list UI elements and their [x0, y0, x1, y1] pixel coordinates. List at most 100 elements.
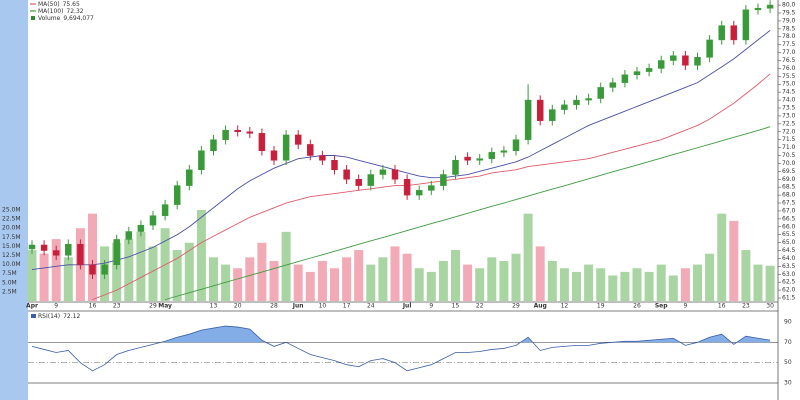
rsi-tick-label: 30 — [784, 380, 792, 387]
legend-entry: Volume 9,694,077 — [38, 15, 94, 22]
volume-bar — [305, 271, 315, 301]
volume-bar — [414, 268, 424, 301]
price-tick-label: 70.0 — [782, 160, 796, 167]
volume-bar — [402, 253, 412, 301]
price-tick-label: 77.0 — [782, 49, 796, 56]
candle-body — [585, 98, 592, 101]
volume-bar — [475, 268, 485, 301]
volume-bar — [438, 260, 448, 301]
price-tick-label: 78.5 — [782, 25, 796, 32]
candle-body — [645, 68, 653, 72]
candle-body — [355, 179, 362, 186]
moving-average-line — [31, 30, 771, 270]
volume-bar — [27, 250, 37, 301]
volume-bar — [281, 231, 291, 301]
x-tick-label: 16 — [89, 303, 97, 310]
candle-body — [270, 150, 278, 161]
candle-body — [428, 185, 435, 191]
price-tick-label: 73.0 — [782, 112, 796, 119]
price-tick-label: 75.5 — [782, 73, 796, 80]
candle-body — [173, 185, 181, 205]
candle-body — [500, 150, 508, 153]
price-tick-label: 72.0 — [782, 128, 796, 135]
candle-body — [367, 174, 375, 186]
candle-body — [52, 250, 60, 256]
x-tick-label: 10 — [319, 303, 327, 310]
candle-body — [488, 152, 496, 159]
candle-body — [282, 134, 290, 161]
x-tick-label: 23 — [742, 303, 750, 310]
volume-tick-label: 25.0M — [2, 207, 21, 214]
volume-bar — [765, 265, 775, 301]
candle-body — [149, 215, 157, 226]
candle-body — [549, 109, 556, 121]
price-tick-label: 76.0 — [782, 65, 796, 72]
volume-bar — [572, 271, 581, 301]
x-tick-label: 20 — [234, 303, 242, 310]
volume-tick-label: 15.0M — [2, 243, 21, 250]
legend-value: 72.32 — [66, 8, 83, 15]
price-tick-label: 79.0 — [782, 17, 796, 24]
volume-bar — [523, 213, 533, 301]
volume-bar — [366, 264, 376, 301]
x-tick-label: 9 — [54, 303, 58, 310]
volume-bar — [693, 264, 702, 301]
price-tick-label: 70.5 — [782, 152, 796, 159]
candle-body — [258, 133, 266, 152]
volume-tick-label: 5.0M — [2, 279, 17, 286]
candle-body — [440, 174, 447, 186]
candle-body — [597, 87, 604, 99]
volume-bar — [330, 268, 339, 301]
legend-value: 75.65 — [63, 1, 80, 8]
volume-bar — [378, 257, 388, 301]
x-tick-label: Sep — [655, 303, 668, 310]
volume-bar — [753, 264, 763, 301]
rsi-tick-label: 70 — [784, 339, 792, 346]
volume-bar — [63, 257, 73, 301]
candle-body — [89, 264, 96, 275]
volume-bar — [112, 242, 122, 301]
price-tick-label: 68.5 — [782, 184, 796, 191]
volume-bar — [644, 271, 654, 301]
x-tick-label: 12 — [561, 303, 569, 310]
candle-body — [464, 156, 471, 161]
price-tick-label: 69.5 — [782, 168, 796, 175]
price-tick-label: 71.0 — [782, 144, 796, 151]
candle-body — [766, 4, 774, 9]
volume-bar — [172, 250, 182, 301]
x-tick-label: 24 — [367, 303, 375, 310]
candle-body — [670, 55, 677, 61]
candle-body — [319, 155, 326, 161]
volume-bar — [487, 257, 497, 301]
candle-body — [210, 139, 217, 152]
volume-bar — [293, 264, 303, 301]
volume-tick-label: 17.5M — [2, 234, 21, 241]
price-tick-label: 77.5 — [782, 41, 796, 48]
price-tick-label: 65.0 — [782, 239, 796, 246]
candle-body — [331, 160, 338, 171]
legend-entry: MA(100) 72.32 — [38, 8, 84, 15]
price-tick-label: 72.5 — [782, 120, 796, 127]
volume-bar — [463, 264, 473, 301]
candle-body — [186, 169, 193, 186]
volume-bar — [451, 250, 460, 301]
candle-body — [403, 179, 411, 196]
x-tick-label: 29 — [512, 303, 520, 310]
rsi-line — [31, 325, 771, 372]
candle-body — [222, 129, 229, 140]
price-tick-label: 63.5 — [782, 263, 796, 270]
volume-tick-label: 20.0M — [2, 225, 21, 232]
candle-body — [101, 264, 108, 275]
volume-bar — [656, 264, 666, 301]
candle-body — [379, 169, 387, 175]
candle-body — [524, 99, 532, 140]
x-tick-label: Jun — [292, 303, 304, 310]
legend-name: MA(50) — [38, 1, 60, 8]
price-tick-label: 61.5 — [782, 295, 796, 302]
candle-body — [657, 60, 665, 69]
candle-body — [609, 82, 617, 88]
candle-body — [561, 104, 568, 110]
legend-name: Volume — [38, 15, 61, 22]
